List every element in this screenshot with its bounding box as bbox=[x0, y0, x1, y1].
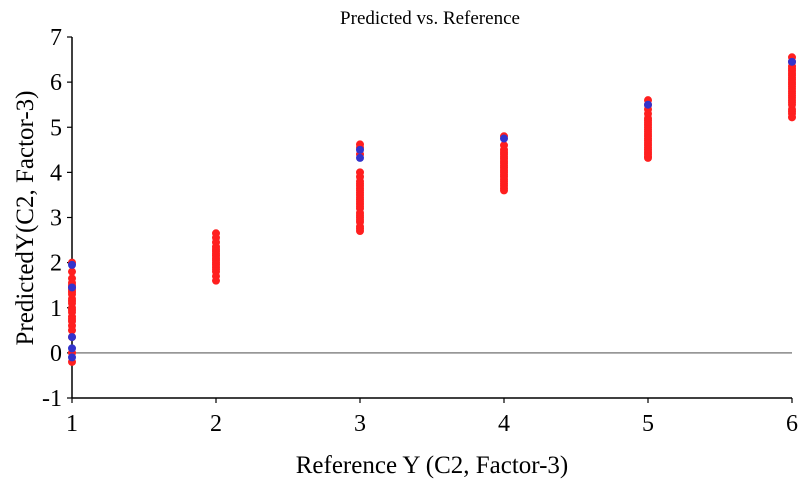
data-point bbox=[356, 227, 364, 236]
data-point bbox=[68, 283, 76, 292]
data-point bbox=[788, 113, 796, 122]
data-point bbox=[68, 353, 76, 362]
y-tick-label: 0 bbox=[50, 341, 62, 367]
data-point bbox=[500, 134, 508, 143]
x-tick-label: 1 bbox=[66, 411, 78, 437]
x-tick-label: 5 bbox=[642, 411, 654, 437]
y-tick-labels: -1 0 1 2 3 4 5 6 7 bbox=[42, 25, 72, 412]
chart-title: Predicted vs. Reference bbox=[340, 8, 520, 29]
y-tick-label: 7 bbox=[50, 25, 62, 51]
data-point bbox=[68, 267, 76, 276]
y-tick-label: 1 bbox=[50, 296, 62, 322]
y-tick-label: 3 bbox=[50, 206, 62, 232]
x-tick-label: 2 bbox=[210, 411, 222, 437]
y-tick-label: -1 bbox=[42, 386, 62, 412]
data-point bbox=[68, 326, 76, 335]
x-tick-labels: 1 2 3 4 5 6 bbox=[66, 398, 798, 437]
x-tick-label: 3 bbox=[354, 411, 366, 437]
x-axis-title: Reference Y (C2, Factor-3) bbox=[296, 452, 569, 479]
data-points bbox=[68, 53, 796, 366]
x-tick-label: 6 bbox=[786, 411, 798, 437]
data-point bbox=[68, 260, 76, 269]
axes bbox=[71, 37, 792, 399]
y-tick-label: 4 bbox=[50, 160, 62, 186]
x-tick-label: 4 bbox=[498, 411, 510, 437]
y-tick-label: 2 bbox=[50, 251, 62, 277]
data-point bbox=[500, 186, 508, 195]
data-point bbox=[788, 57, 796, 66]
data-point bbox=[644, 100, 652, 109]
data-point bbox=[212, 276, 220, 285]
y-tick-label: 5 bbox=[50, 115, 62, 141]
data-point bbox=[356, 153, 364, 162]
data-point bbox=[356, 145, 364, 154]
data-point bbox=[644, 153, 652, 162]
y-tick-label: 6 bbox=[50, 70, 62, 96]
y-axis-title: PredictedY(C2, Factor-3) bbox=[12, 91, 39, 346]
data-point bbox=[68, 344, 76, 353]
data-point bbox=[68, 333, 76, 342]
